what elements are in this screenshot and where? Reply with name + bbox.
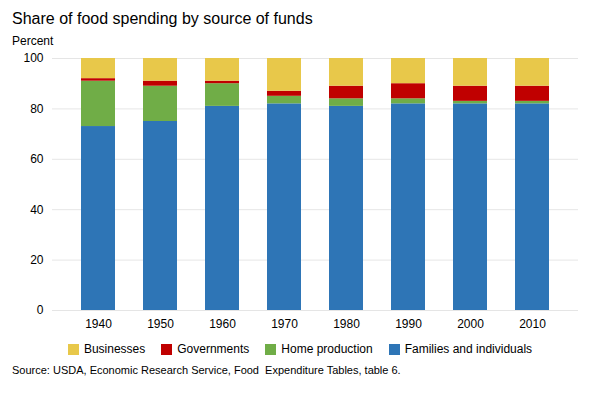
html-text:Governments: Governments <box>177 342 250 356</box>
html-text:Percent: Percent <box>12 34 54 48</box>
svg-text:20: 20 <box>30 253 44 267</box>
svg-text:1960: 1960 <box>209 317 236 331</box>
svg-text:60: 60 <box>30 152 44 166</box>
svg-text:1970: 1970 <box>271 317 298 331</box>
svg-text:1950: 1950 <box>147 317 174 331</box>
html-text:Home production: Home production <box>281 342 373 356</box>
svg-text:1990: 1990 <box>395 317 422 331</box>
svg-text:80: 80 <box>30 102 44 116</box>
svg-text:1940: 1940 <box>85 317 112 331</box>
svg-text:100: 100 <box>23 51 43 65</box>
html-text:Families and individuals: Families and individuals <box>404 342 533 356</box>
html-text:Share of food spending by sour: Share of food spending by source of fund… <box>12 10 313 27</box>
svg-text:2010: 2010 <box>519 317 546 331</box>
html-text:Source: USDA, Economic Researc: Source: USDA, Economic Research Service,… <box>12 364 401 376</box>
html-text:Businesses: Businesses <box>83 342 146 356</box>
svg-text:0: 0 <box>37 303 44 317</box>
svg-text:1980: 1980 <box>333 317 360 331</box>
svg-text:2000: 2000 <box>457 317 484 331</box>
svg-text:40: 40 <box>30 203 44 217</box>
